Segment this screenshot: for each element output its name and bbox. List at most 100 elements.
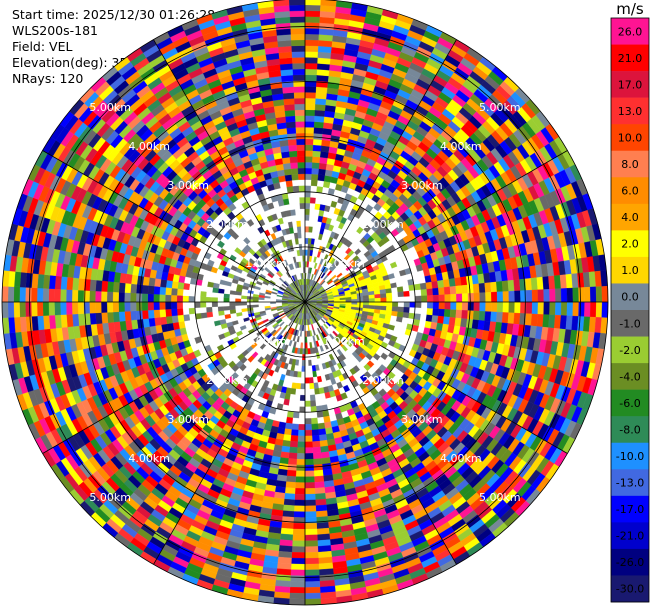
ppi-gate-cell (279, 63, 293, 71)
ppi-gate-cell (71, 289, 79, 303)
ppi-gate-cell (312, 144, 322, 152)
ppi-gate-cell (288, 197, 295, 205)
ppi-gate-cell (304, 412, 312, 419)
ppi-gate-cell (525, 313, 533, 326)
ppi-gate-cell (368, 301, 376, 306)
ppi-gate-cell (283, 428, 292, 436)
ppi-gate-cell (95, 301, 102, 314)
ppi-gate-cell (304, 540, 318, 547)
ppi-gate-cell (291, 423, 299, 431)
ppi-gate-cell (287, 458, 297, 466)
ppi-gate-cell (295, 121, 306, 128)
ppi-gate-cell (304, 383, 310, 390)
ppi-gate-cell (287, 138, 297, 146)
ppi-gate-cell (319, 439, 328, 448)
ppi-gate-cell (455, 309, 463, 319)
ppi-gate-cell (307, 359, 312, 367)
ppi-gate-cell (13, 286, 21, 303)
ppi-gate-cell (298, 173, 306, 180)
ppi-gate-cell (304, 51, 319, 58)
ppi-gate-cell (291, 546, 306, 553)
ppi-gate-cell (292, 185, 300, 193)
ppi-gate-cell (286, 127, 297, 135)
ppi-gate-cell (217, 310, 225, 316)
ppi-gate-cell (295, 464, 306, 472)
ppi-gate-cell (212, 310, 219, 317)
ppi-gate-cell (290, 168, 299, 175)
ppi-gate-cell (304, 33, 320, 41)
ppi-gate-cell (282, 510, 295, 518)
ppi-gate-cell (304, 150, 314, 157)
ppi-gate-cell (304, 563, 320, 571)
ppi-gate-cell (293, 511, 306, 518)
ppi-gate-cell (165, 301, 172, 310)
ppi-gate-cell (299, 196, 306, 204)
ppi-gate-cell (304, 581, 321, 588)
ppi-gate-cell (304, 505, 317, 512)
ppi-gate-cell (282, 92, 295, 100)
ppi-gate-cell (310, 417, 318, 425)
ppi-gate-cell (304, 458, 314, 466)
ppi-gate-cell (118, 282, 126, 293)
ppi-gate-cell (304, 103, 316, 111)
ppi-gate-cell (304, 144, 314, 151)
ppi-gate-cell (304, 453, 314, 460)
ppi-gate-cell (531, 301, 539, 315)
ppi-gate-cell (311, 168, 320, 175)
ppi-gate-cell (288, 598, 306, 606)
ppi-gate-cell (283, 198, 290, 206)
ppi-gate-cell (449, 309, 457, 319)
ppi-gate-cell (112, 291, 119, 303)
ppi-gate-cell (310, 411, 318, 419)
ppi-gate-cell (118, 292, 125, 303)
ppi-gate-cell (229, 297, 236, 303)
field-label: Field: VEL (12, 39, 73, 54)
ppi-gate-cell (304, 377, 310, 384)
ppi-gate-cell (141, 310, 149, 320)
ppi-gate-cell (13, 301, 21, 318)
ppi-gate-cell (304, 476, 315, 483)
ppi-gate-cell (297, 232, 302, 239)
ppi-gate-cell (304, 557, 319, 565)
ppi-gate-cell (300, 383, 306, 390)
ppi-gate-cell (566, 301, 574, 317)
ppi-gate-cell (589, 301, 597, 318)
ppi-gate-cell (304, 127, 315, 134)
ppi-gate-cell (316, 69, 330, 77)
ppi-gate-cell (318, 162, 328, 170)
ppi-gate-cell (302, 249, 306, 256)
ppi-gate-cell (77, 301, 85, 315)
ppi-gate-cell (290, 569, 306, 577)
ppi-gate-cell (297, 167, 306, 175)
ppi-gate-cell (289, 4, 306, 12)
ppi-gate-cell (300, 371, 306, 378)
ppi-gate-cell (319, 156, 328, 165)
ppi-gate-cell (171, 315, 179, 324)
ppi-gate-cell (124, 282, 132, 294)
ppi-gate-cell (177, 314, 185, 323)
ppi-gate-cell (201, 317, 209, 324)
ppi-gate-cell (427, 301, 434, 309)
ppi-gate-cell (293, 505, 306, 512)
ppi-gate-cell (77, 289, 85, 303)
ppi-gate-cell (290, 435, 299, 442)
ppi-gate-cell (298, 412, 306, 419)
ppi-gate-cell (295, 470, 306, 477)
ppi-gate-cell (282, 504, 295, 512)
ppi-gate-cell (304, 249, 308, 256)
ppi-gate-cell (314, 393, 321, 401)
ppi-gate-cell (205, 301, 213, 308)
ppi-gate-cell (1, 285, 9, 303)
ppi-gate-cell (300, 214, 306, 221)
ppi-gate-cell (36, 287, 44, 303)
ppi-gate-cell (380, 301, 387, 307)
ppi-gate-cell (543, 301, 550, 315)
ppi-gate-cell (240, 301, 247, 306)
ppi-gate-cell (293, 197, 300, 204)
ppi-gate-cell (316, 411, 324, 419)
ppi-gate-cell (153, 309, 161, 319)
ppi-gate-cell (467, 301, 475, 312)
ppi-gate-cell (296, 447, 306, 454)
ppi-gate-cell (295, 127, 306, 134)
ppi-gate-cell (302, 348, 306, 355)
